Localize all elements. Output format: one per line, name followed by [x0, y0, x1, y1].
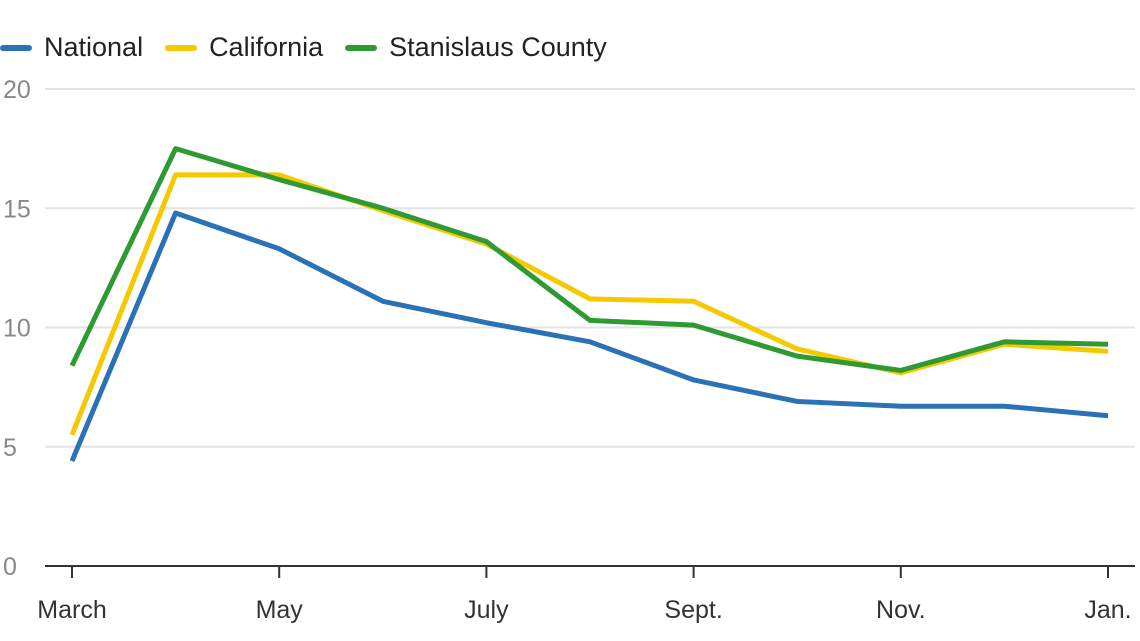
y-tick-label: 20 — [3, 76, 31, 104]
series-line-stanislaus-county — [69, 146, 1109, 373]
legend-item-california: California — [165, 32, 323, 63]
series-line-national — [69, 210, 1109, 463]
legend-label: National — [44, 32, 144, 62]
legend-item-national: National — [0, 32, 143, 63]
legend-label: Stanislaus County — [389, 32, 607, 62]
legend-label: California — [209, 32, 324, 62]
x-tick-label: July — [464, 596, 509, 624]
x-tick-label: Sept. — [664, 596, 722, 624]
x-tick-label: Jan. — [1084, 596, 1131, 624]
x-tick-label: Nov. — [876, 596, 926, 624]
y-tick-label: 0 — [3, 553, 17, 581]
y-tick-label: 15 — [3, 195, 31, 223]
x-tick-label: May — [256, 596, 304, 624]
x-tick-label: March — [37, 596, 106, 624]
y-tick-label: 5 — [3, 434, 17, 462]
series-line-california — [69, 172, 1109, 436]
legend: National California Stanislaus County — [0, 32, 629, 63]
y-tick-label: 10 — [3, 315, 31, 343]
legend-item-stanislaus: Stanislaus County — [345, 32, 607, 63]
legend-swatch-national — [0, 44, 32, 51]
legend-swatch-california — [165, 44, 198, 51]
legend-swatch-stanislaus — [345, 44, 378, 51]
